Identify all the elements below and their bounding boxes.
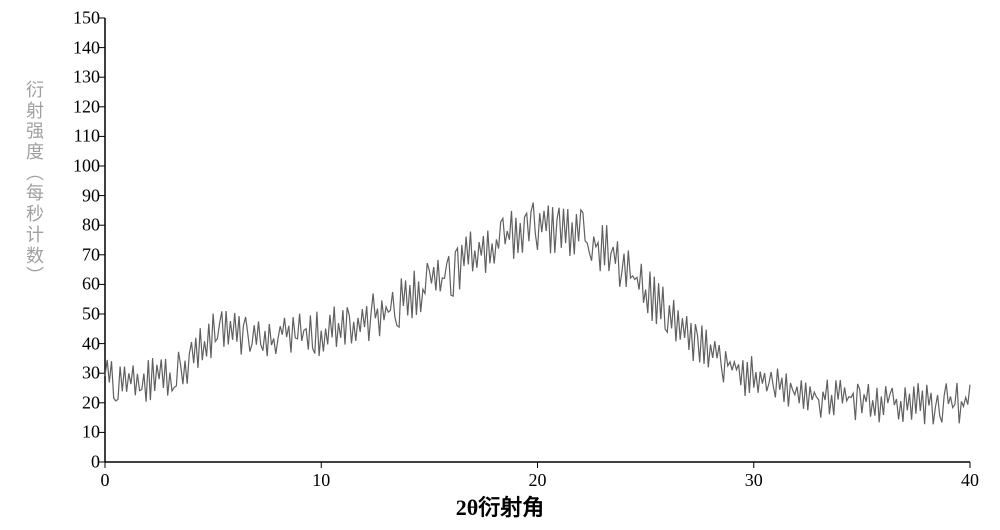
y-tick-100: 100 [60,156,100,177]
y-tick-30: 30 [60,363,100,384]
y-tick-150: 150 [60,8,100,29]
y-tick-40: 40 [60,333,100,354]
x-tick-40: 40 [961,470,979,491]
x-tick-30: 30 [745,470,763,491]
x-tick-labels: 0 10 20 30 40 [0,470,1000,490]
x-tick-20: 20 [529,470,547,491]
y-tick-60: 60 [60,274,100,295]
y-tick-20: 20 [60,392,100,413]
y-tick-90: 90 [60,185,100,206]
xrd-chart-svg [0,0,1000,530]
y-tick-120: 120 [60,96,100,117]
x-axis-label: 2θ衍射角 [0,490,1000,522]
xrd-chart-container: 0 10 20 30 40 50 60 70 80 90 100 110 120 130 140 150 0 1… [0,0,1000,530]
y-tick-labels: 0102030405060708090100110120130140150 [55,0,100,530]
y-tick-70: 70 [60,244,100,265]
x-tick-10: 10 [312,470,330,491]
y-tick-110: 110 [60,126,100,147]
y-tick-80: 80 [60,215,100,236]
ticks [99,18,970,468]
x-tick-0: 0 [101,470,110,491]
y-tick-10: 10 [60,422,100,443]
y-tick-130: 130 [60,67,100,88]
y-tick-140: 140 [60,37,100,58]
y-axis-label: 衍射强度︵每秒计数︶ [25,80,45,287]
diffraction-series [105,203,970,425]
y-tick-50: 50 [60,304,100,325]
